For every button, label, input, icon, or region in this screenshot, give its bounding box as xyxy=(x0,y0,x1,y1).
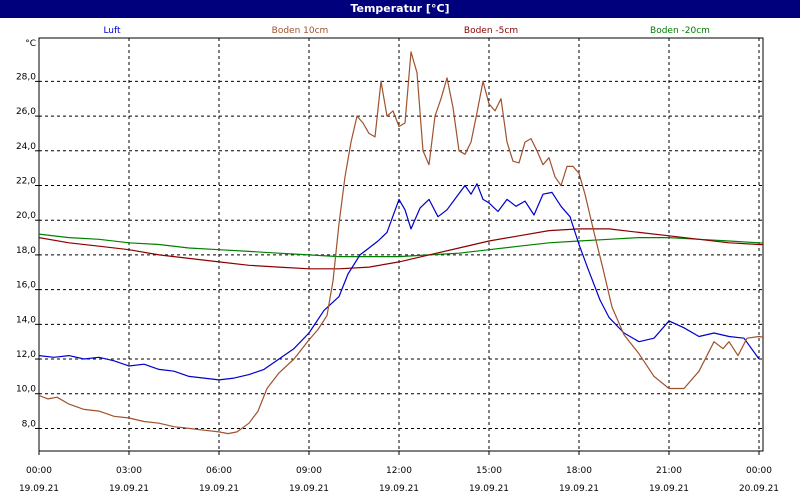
x-tick-date: 19.09.21 xyxy=(19,484,59,494)
y-tick-label: 16,0 xyxy=(16,281,36,291)
x-tick-time: 15:00 xyxy=(476,466,502,476)
x-tick-time: 18:00 xyxy=(566,466,592,476)
y-unit-label: °C xyxy=(25,39,36,49)
x-tick-date: 20.09.21 xyxy=(739,484,779,494)
x-tick-date: 19.09.21 xyxy=(649,484,689,494)
y-tick-label: 22,0 xyxy=(16,177,36,187)
y-tick-label: 18,0 xyxy=(16,246,36,256)
series-line-boden-20cm xyxy=(39,233,763,258)
legend-entry-boden-5cm: Boden -5cm xyxy=(464,26,518,36)
y-tick-label: 24,0 xyxy=(16,142,36,152)
x-tick-time: 03:00 xyxy=(116,466,142,476)
series-line-luft xyxy=(39,183,760,381)
x-tick-date: 19.09.21 xyxy=(109,484,149,494)
x-tick-time: 12:00 xyxy=(386,466,412,476)
x-tick-date: 19.09.21 xyxy=(289,484,329,494)
y-tick-label: 28,0 xyxy=(16,72,36,82)
series-line-boden-10cm xyxy=(39,51,763,435)
legend: Luft Boden 10cm Boden -5cm Boden -20cm xyxy=(103,26,710,36)
y-tick-label: 14,0 xyxy=(16,315,36,325)
x-tick-date: 19.09.21 xyxy=(559,484,599,494)
y-tick-label: 20,0 xyxy=(16,211,36,221)
series-line-boden-5cm xyxy=(39,228,763,270)
series-layer xyxy=(39,51,763,435)
y-tick-label: 26,0 xyxy=(16,107,36,117)
axes: 8,0 10,0 12,0 14,0 16,0 18,0 20,0 22,0 24,0 26,0 2… xyxy=(16,39,779,494)
x-tick-date: 19.09.21 xyxy=(379,484,419,494)
chart-background xyxy=(0,18,800,500)
y-tick-label: 10,0 xyxy=(16,385,36,395)
x-tick-date: 19.09.21 xyxy=(469,484,509,494)
temperature-chart: 8,0 10,0 12,0 14,0 16,0 18,0 20,0 22,0 24,0 26,0 2… xyxy=(0,18,800,500)
x-tick-time: 00:00 xyxy=(26,466,52,476)
x-tick-time: 21:00 xyxy=(656,466,682,476)
x-tick-time: 09:00 xyxy=(296,466,322,476)
x-tick-time: 06:00 xyxy=(206,466,232,476)
legend-entry-boden-10cm: Boden 10cm xyxy=(272,26,329,36)
y-tick-label: 8,0 xyxy=(22,419,37,429)
legend-entry-luft: Luft xyxy=(103,26,121,36)
x-tick-time: 00:00 xyxy=(746,466,772,476)
x-tick-date: 19.09.21 xyxy=(199,484,239,494)
grid xyxy=(39,38,763,451)
chart-title: Temperatur [°C] xyxy=(0,0,800,18)
y-tick-label: 12,0 xyxy=(16,350,36,360)
legend-entry-boden-20cm: Boden -20cm xyxy=(650,26,710,36)
